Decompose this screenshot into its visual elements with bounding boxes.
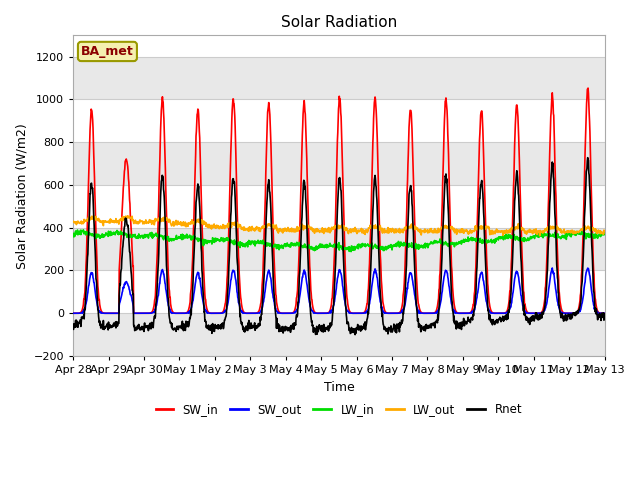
SW_in	[247, 311, 255, 316]
SW_out	[600, 311, 608, 316]
Rnet	[351, 332, 359, 337]
Bar	[73, 313, 605, 356]
SW_out	[175, 311, 182, 316]
LW_out	[124, 213, 132, 218]
LW_out	[491, 230, 499, 236]
SW_out	[538, 310, 545, 316]
Bar	[73, 142, 605, 185]
LW_in	[175, 234, 182, 240]
Rnet	[175, 327, 182, 333]
LW_out	[69, 219, 77, 225]
Rnet	[188, 312, 195, 318]
Line: SW_out: SW_out	[73, 268, 604, 313]
SW_in	[175, 311, 182, 316]
LW_in	[422, 240, 429, 246]
SW_in	[490, 311, 498, 316]
Title: Solar Radiation: Solar Radiation	[281, 15, 397, 30]
LW_out	[536, 233, 543, 239]
SW_in	[584, 85, 592, 91]
LW_out	[247, 227, 255, 233]
Text: BA_met: BA_met	[81, 45, 134, 58]
LW_out	[538, 229, 546, 235]
X-axis label: Time: Time	[323, 381, 355, 394]
LW_in	[348, 249, 355, 254]
SW_in	[188, 286, 195, 291]
Rnet	[247, 325, 255, 331]
LW_in	[188, 233, 195, 239]
LW_in	[79, 227, 87, 233]
Y-axis label: Solar Radiation (W/m2): Solar Radiation (W/m2)	[15, 123, 28, 268]
Line: SW_in: SW_in	[73, 88, 604, 313]
Rnet	[584, 155, 591, 160]
Bar	[73, 57, 605, 99]
Line: LW_out: LW_out	[73, 216, 604, 236]
SW_out	[548, 265, 556, 271]
LW_out	[421, 228, 429, 234]
LW_out	[175, 221, 182, 227]
LW_in	[69, 233, 77, 239]
LW_out	[600, 228, 608, 234]
Rnet	[491, 322, 499, 327]
Bar	[73, 228, 605, 271]
SW_out	[490, 311, 498, 316]
LW_in	[492, 239, 499, 245]
Legend: SW_in, SW_out, LW_in, LW_out, Rnet: SW_in, SW_out, LW_in, LW_out, Rnet	[151, 398, 527, 420]
SW_out	[188, 305, 195, 311]
Rnet	[69, 323, 77, 328]
SW_out	[247, 311, 255, 316]
Line: LW_in: LW_in	[73, 230, 604, 252]
Line: Rnet: Rnet	[73, 157, 604, 335]
LW_in	[538, 234, 546, 240]
LW_in	[600, 229, 608, 235]
SW_out	[421, 311, 429, 316]
Rnet	[600, 311, 608, 317]
SW_in	[538, 310, 545, 315]
Rnet	[538, 311, 545, 316]
SW_out	[69, 311, 77, 316]
SW_in	[600, 311, 608, 316]
SW_in	[421, 311, 429, 316]
Rnet	[421, 328, 429, 334]
LW_in	[247, 238, 255, 244]
SW_in	[69, 311, 77, 316]
LW_out	[188, 220, 195, 226]
